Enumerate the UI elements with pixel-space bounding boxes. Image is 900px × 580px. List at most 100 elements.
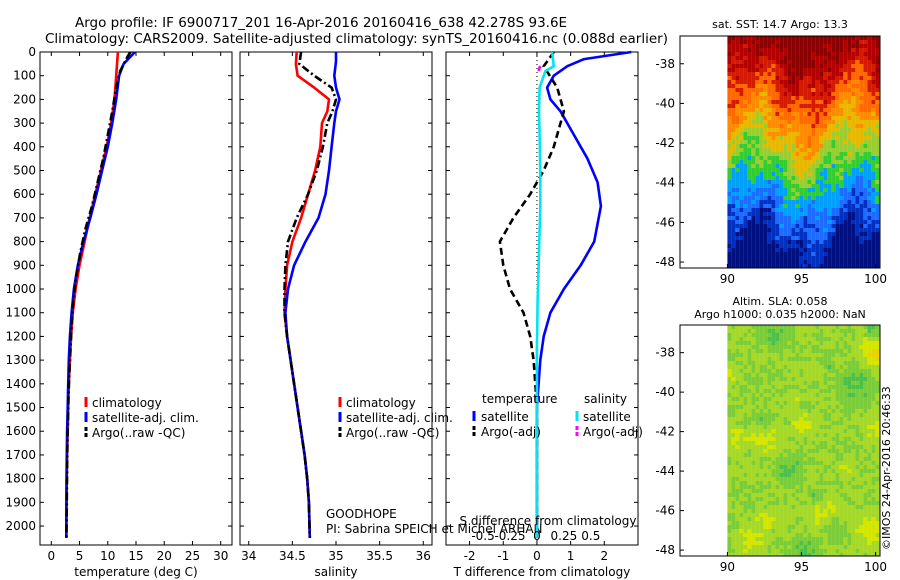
series-line bbox=[537, 65, 542, 72]
map-cell bbox=[847, 421, 852, 425]
map-cell bbox=[811, 76, 816, 80]
map-cell bbox=[811, 240, 816, 244]
map-cell bbox=[843, 429, 848, 433]
map-cell bbox=[843, 172, 848, 176]
map-cell bbox=[731, 56, 736, 60]
map-cell bbox=[739, 168, 744, 172]
map-cell bbox=[767, 228, 772, 232]
map-cell bbox=[847, 152, 852, 156]
map-cell bbox=[871, 156, 876, 160]
map-cell bbox=[851, 256, 856, 260]
map-cell bbox=[775, 393, 780, 397]
map-cell bbox=[867, 329, 872, 333]
map-cell bbox=[859, 477, 864, 481]
map-cell bbox=[815, 385, 820, 389]
map-cell bbox=[851, 200, 856, 204]
map-cell bbox=[847, 509, 852, 513]
map-cell bbox=[731, 465, 736, 469]
map-cell bbox=[783, 497, 788, 501]
map-cell bbox=[787, 108, 792, 112]
x-tick-label: 95 bbox=[794, 560, 809, 574]
map-cell bbox=[771, 421, 776, 425]
y-tick-label: 0 bbox=[28, 45, 36, 59]
map-cell bbox=[815, 208, 820, 212]
map-cell bbox=[871, 349, 876, 353]
map-cell bbox=[747, 152, 752, 156]
map-cell bbox=[803, 349, 808, 353]
map-cell bbox=[783, 244, 788, 248]
map-cell bbox=[767, 485, 772, 489]
map-cell bbox=[731, 361, 736, 365]
map-cell bbox=[855, 60, 860, 64]
map-cell bbox=[831, 40, 836, 44]
map-cell bbox=[859, 72, 864, 76]
map-cell bbox=[863, 377, 868, 381]
map-cell bbox=[779, 184, 784, 188]
map-cell bbox=[847, 104, 852, 108]
map-cell bbox=[843, 481, 848, 485]
map-cell bbox=[727, 88, 732, 92]
map-cell bbox=[783, 88, 788, 92]
map-cell bbox=[735, 124, 740, 128]
map-cell bbox=[775, 168, 780, 172]
map-cell bbox=[799, 497, 804, 501]
map-cell bbox=[831, 200, 836, 204]
map-cell bbox=[835, 409, 840, 413]
map-cell bbox=[823, 549, 828, 553]
map-cell bbox=[803, 60, 808, 64]
map-cell bbox=[851, 224, 856, 228]
map-cell bbox=[767, 393, 772, 397]
map-cell bbox=[747, 248, 752, 252]
map-cell bbox=[835, 357, 840, 361]
y-tick-label: 1700 bbox=[5, 448, 36, 462]
map-cell bbox=[859, 357, 864, 361]
map-cell bbox=[831, 549, 836, 553]
map-cell bbox=[795, 341, 800, 345]
map-cell bbox=[851, 425, 856, 429]
map-cell bbox=[847, 224, 852, 228]
map-cell bbox=[863, 493, 868, 497]
map-cell bbox=[851, 128, 856, 132]
map-cell bbox=[851, 505, 856, 509]
s-tick-label: -0.5 bbox=[471, 529, 494, 543]
map-cell bbox=[771, 236, 776, 240]
map-cell bbox=[827, 176, 832, 180]
map-cell bbox=[827, 240, 832, 244]
map-cell bbox=[783, 473, 788, 477]
map-cell bbox=[875, 525, 880, 529]
map-cell bbox=[783, 44, 788, 48]
series-line bbox=[498, 51, 566, 538]
map-cell bbox=[763, 176, 768, 180]
map-cell bbox=[815, 76, 820, 80]
map-cell bbox=[827, 509, 832, 513]
map-cell bbox=[871, 168, 876, 172]
map-cell bbox=[799, 349, 804, 353]
map-cell bbox=[775, 224, 780, 228]
map-cell bbox=[835, 80, 840, 84]
map-cell bbox=[795, 248, 800, 252]
map-cell bbox=[815, 92, 820, 96]
map-cell bbox=[739, 369, 744, 373]
map-cell bbox=[831, 385, 836, 389]
map-cell bbox=[767, 433, 772, 437]
map-cell bbox=[767, 553, 772, 556]
map-cell bbox=[783, 393, 788, 397]
map-cell bbox=[767, 345, 772, 349]
map-cell bbox=[791, 369, 796, 373]
map-cell bbox=[787, 116, 792, 120]
map-cell bbox=[759, 44, 764, 48]
map-cell bbox=[775, 493, 780, 497]
map-cell bbox=[815, 228, 820, 232]
map-cell bbox=[847, 232, 852, 236]
map-cell bbox=[735, 80, 740, 84]
map-cell bbox=[819, 84, 824, 88]
map-cell bbox=[839, 116, 844, 120]
map-cell bbox=[727, 260, 732, 264]
map-cell bbox=[783, 256, 788, 260]
map-cell bbox=[731, 405, 736, 409]
map-cell bbox=[803, 513, 808, 517]
map-cell bbox=[839, 449, 844, 453]
map-cell bbox=[743, 252, 748, 256]
map-cell bbox=[847, 136, 852, 140]
map-cell bbox=[751, 172, 756, 176]
